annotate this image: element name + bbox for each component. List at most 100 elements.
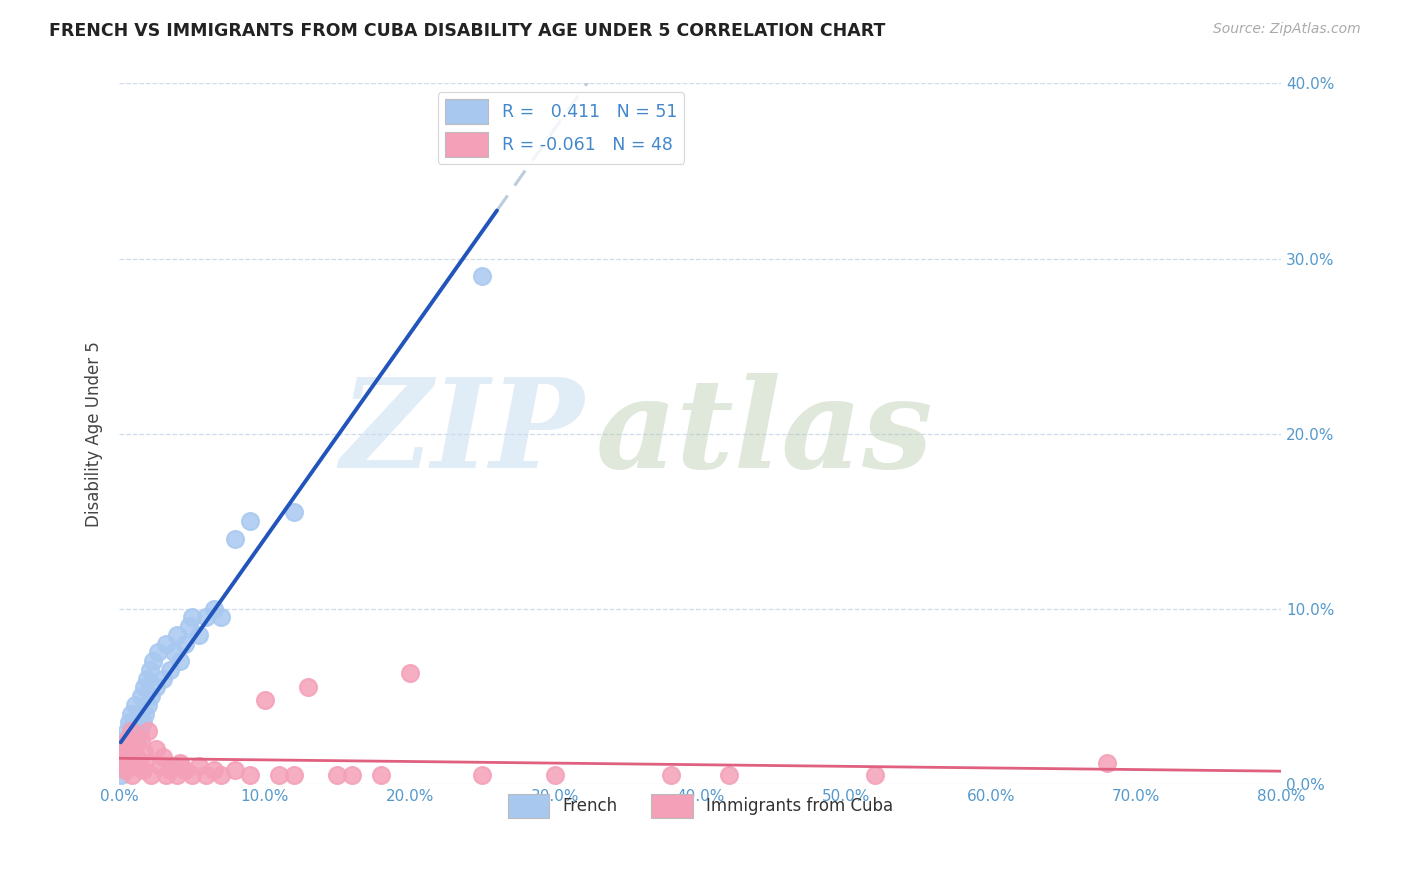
Point (114, 745, 136, 759)
Point (115, 733, 138, 747)
Point (120, 759, 142, 773)
Point (163, 759, 186, 773)
Point (125, 750, 148, 764)
Point (117, 750, 139, 764)
Point (125, 733, 148, 747)
Point (141, 689, 163, 703)
Point (471, 768, 494, 782)
Point (121, 768, 143, 782)
Point (188, 628, 211, 642)
Point (132, 681, 155, 695)
Point (136, 724, 159, 739)
Point (121, 741, 143, 756)
Point (239, 514, 262, 528)
Point (195, 768, 218, 782)
Point (111, 741, 134, 756)
Point (118, 759, 141, 773)
Point (180, 768, 202, 782)
Point (145, 741, 167, 756)
Point (112, 750, 135, 764)
Point (141, 768, 163, 782)
Point (136, 698, 159, 712)
Point (111, 759, 134, 773)
Point (659, 768, 682, 782)
Point (135, 672, 157, 686)
Point (115, 756, 138, 770)
Point (155, 768, 177, 782)
Point (155, 637, 177, 651)
Point (173, 637, 195, 651)
Point (166, 628, 188, 642)
Point (398, 666, 420, 681)
Point (118, 733, 141, 747)
Point (195, 610, 218, 624)
Point (114, 763, 136, 777)
Point (1095, 756, 1118, 770)
Point (112, 733, 135, 747)
Point (134, 706, 156, 721)
Point (166, 768, 188, 782)
Point (152, 750, 174, 764)
Point (239, 768, 262, 782)
Point (283, 768, 305, 782)
Point (120, 706, 142, 721)
Point (253, 692, 276, 706)
Point (267, 768, 290, 782)
Point (718, 768, 741, 782)
Text: ZIP: ZIP (340, 373, 583, 494)
Point (224, 763, 246, 777)
Point (110, 768, 132, 782)
Point (129, 733, 152, 747)
Point (134, 756, 156, 770)
Point (122, 715, 145, 730)
Point (117, 738, 139, 752)
Point (202, 763, 225, 777)
Point (180, 610, 202, 624)
Point (124, 698, 146, 712)
Point (114, 763, 136, 777)
Point (145, 681, 167, 695)
Legend: French, Immigrants from Cuba: French, Immigrants from Cuba (501, 788, 900, 824)
Text: Source: ZipAtlas.com: Source: ZipAtlas.com (1213, 22, 1361, 37)
Point (120, 724, 142, 739)
Point (142, 654, 165, 668)
Point (132, 745, 155, 759)
Point (121, 724, 143, 739)
Point (163, 645, 186, 659)
Point (544, 768, 567, 782)
Point (131, 715, 153, 730)
Point (159, 763, 181, 777)
Point (149, 759, 172, 773)
Text: FRENCH VS IMMIGRANTS FROM CUBA DISABILITY AGE UNDER 5 CORRELATION CHART: FRENCH VS IMMIGRANTS FROM CUBA DISABILIT… (49, 22, 886, 40)
Point (326, 768, 349, 782)
Point (117, 745, 139, 759)
Point (340, 768, 363, 782)
Point (471, 268, 494, 283)
Point (169, 756, 191, 770)
Point (209, 610, 232, 624)
Point (863, 768, 886, 782)
Point (131, 763, 153, 777)
Point (297, 681, 319, 695)
Point (127, 706, 149, 721)
Point (129, 689, 152, 703)
Point (139, 663, 162, 677)
Point (110, 756, 132, 770)
Point (122, 738, 145, 752)
Point (188, 759, 211, 773)
Point (169, 654, 191, 668)
Point (112, 750, 135, 764)
Point (128, 724, 150, 739)
Point (118, 715, 141, 730)
Point (122, 745, 145, 759)
Point (173, 763, 195, 777)
Point (224, 532, 246, 546)
Y-axis label: Disability Age Under 5: Disability Age Under 5 (86, 341, 103, 526)
Point (152, 672, 174, 686)
Point (177, 619, 200, 633)
Point (111, 741, 134, 756)
Point (159, 663, 181, 677)
Text: atlas: atlas (596, 373, 934, 494)
Point (128, 759, 150, 773)
Point (202, 601, 225, 615)
